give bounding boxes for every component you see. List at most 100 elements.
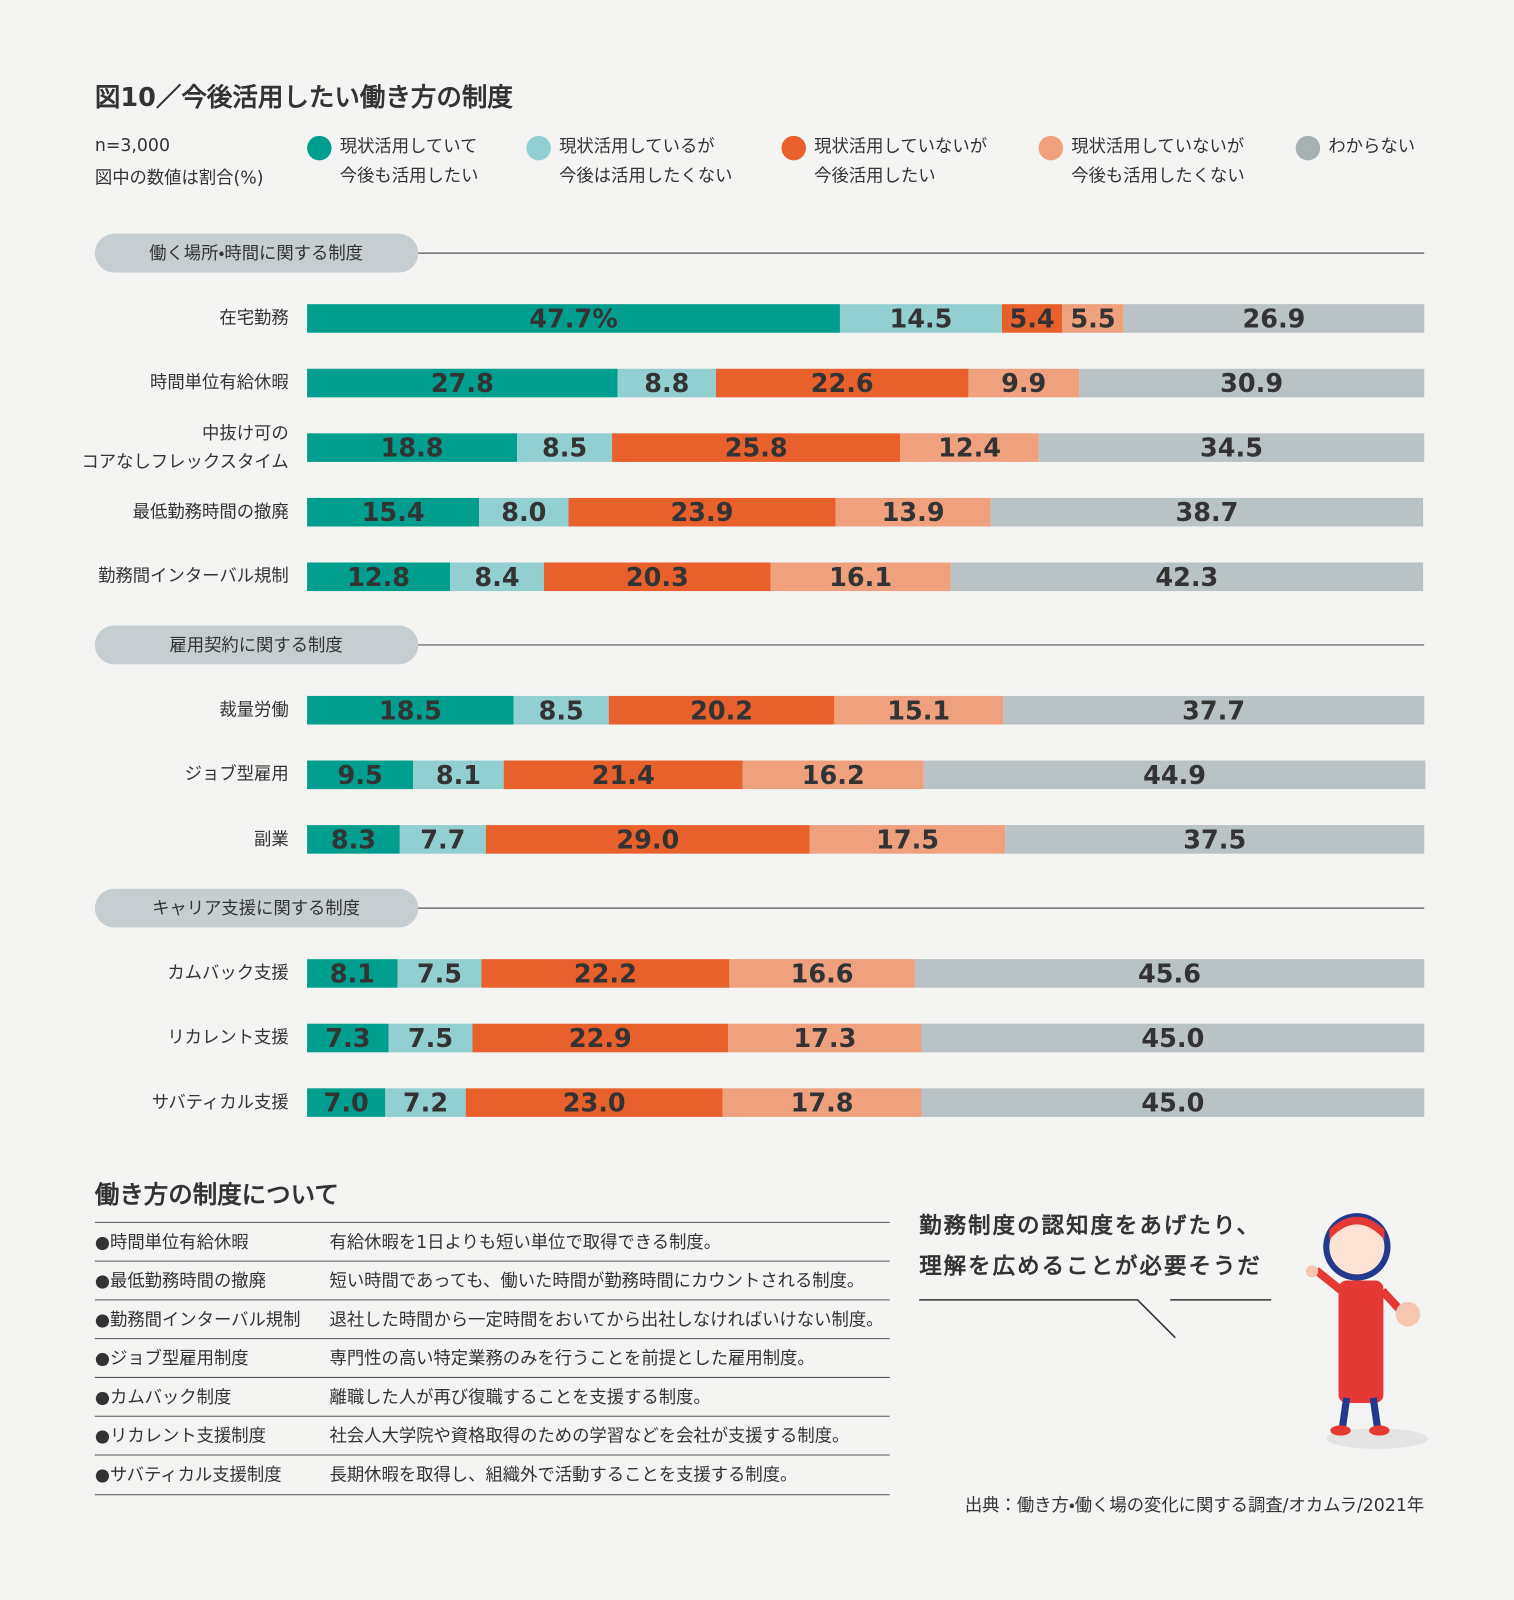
value-label: 37.7 bbox=[1182, 696, 1245, 726]
category-label: リカレント支援 bbox=[167, 1027, 289, 1049]
value-label: 8.1 bbox=[330, 959, 375, 989]
bar-segment bbox=[1003, 695, 1425, 725]
category-label: 副業 bbox=[254, 829, 289, 850]
bar-segment bbox=[307, 1088, 386, 1117]
category-label: 裁量労働 bbox=[219, 700, 289, 721]
speech-text: 理解を広めることが必要そうだ bbox=[919, 1253, 1262, 1280]
category-label-box: 最低勤務時間の撤廃 bbox=[132, 501, 289, 523]
category-label: カムバック支援 bbox=[167, 963, 289, 984]
value-label: 17.8 bbox=[791, 1089, 854, 1119]
section-title: 雇用契約に関する制度 bbox=[169, 636, 342, 656]
value-label: 8.4 bbox=[474, 563, 519, 593]
value-label: 17.3 bbox=[793, 1024, 856, 1054]
legend-label: 現状活用していて 今後も活用したい bbox=[339, 136, 479, 187]
bar-segment bbox=[503, 760, 743, 790]
value-label: 44.9 bbox=[1143, 761, 1206, 791]
bar-segment bbox=[950, 562, 1424, 592]
value-label: 23.0 bbox=[563, 1089, 626, 1119]
value-label: 37.5 bbox=[1183, 825, 1246, 855]
glossary-term: ●勤務間インターバル規制 bbox=[95, 1310, 301, 1330]
bar-segment bbox=[307, 433, 518, 462]
value-label: 18.5 bbox=[379, 696, 442, 726]
value-label: 45.6 bbox=[1138, 959, 1201, 989]
value-label: 8.0 bbox=[501, 498, 546, 528]
glossary-term: ●時間単位有給休暇 bbox=[95, 1233, 249, 1253]
category-label-box: 時間単位有給休暇 bbox=[149, 372, 289, 394]
value-label: 30.9 bbox=[1220, 369, 1283, 399]
bar-segment bbox=[472, 1023, 729, 1053]
value-label: 12.4 bbox=[938, 434, 1001, 464]
glossary-desc: 専門性の高い特定業務のみを行うことを前提とした雇用制度。 bbox=[330, 1349, 815, 1369]
bar-segment bbox=[968, 368, 1080, 398]
bar-segment bbox=[722, 1088, 922, 1117]
value-label: 15.1 bbox=[887, 696, 950, 726]
value-label: 8.1 bbox=[436, 761, 481, 791]
legend-swatch bbox=[1295, 135, 1321, 161]
value-label: 14.5 bbox=[889, 304, 952, 334]
legend-label: 現状活用していないが 今後も活用したくない bbox=[1071, 136, 1245, 187]
speech-tail bbox=[919, 1299, 1272, 1339]
bar-segment bbox=[921, 1088, 1425, 1117]
value-label: 7.0 bbox=[324, 1089, 369, 1119]
glossary-term: ●ジョブ型雇用制度 bbox=[95, 1348, 249, 1369]
category-label-box: 副業 bbox=[254, 829, 289, 850]
legend-label-box: 現状活用していないが 今後も活用したくない bbox=[1071, 136, 1245, 187]
unit-note: 図中の数値は割合(%) bbox=[95, 169, 264, 189]
bar-segment bbox=[728, 1023, 922, 1053]
bar-segment bbox=[1079, 368, 1425, 398]
value-label: 34.5 bbox=[1200, 434, 1263, 464]
bar-segment bbox=[1038, 433, 1425, 462]
bar-segment bbox=[307, 562, 451, 592]
glossary-desc: 離職した人が再び復職することを支援する制度。 bbox=[330, 1388, 711, 1408]
bar-segment bbox=[307, 497, 480, 527]
section-pill bbox=[94, 625, 419, 665]
category-label-box: ジョブ型雇用 bbox=[185, 765, 289, 785]
bar-segment bbox=[1005, 825, 1425, 854]
legend-swatch bbox=[526, 135, 551, 161]
glossary-term: ●リカレント支援制度 bbox=[95, 1427, 266, 1447]
legend-label: 現状活用しているが 今後は活用したくない bbox=[559, 136, 733, 187]
bar-segment bbox=[399, 825, 486, 854]
glossary-desc: 有給休暇を1日よりも短い単位で取得できる制度。 bbox=[330, 1233, 722, 1253]
character-illustration bbox=[1305, 1213, 1429, 1449]
legend-swatch bbox=[1038, 135, 1064, 161]
category-label-box: 裁量労働 bbox=[219, 700, 289, 721]
value-label: 22.9 bbox=[569, 1024, 632, 1054]
value-label: 23.9 bbox=[671, 498, 734, 528]
bar-segment bbox=[839, 304, 1002, 333]
value-label: 27.8 bbox=[431, 369, 494, 399]
value-label: 20.2 bbox=[690, 696, 753, 726]
bar-segment bbox=[612, 433, 901, 462]
bar-segment bbox=[1001, 304, 1063, 333]
value-label: 7.5 bbox=[417, 959, 462, 989]
value-label: 5.4 bbox=[1010, 304, 1055, 334]
value-label: 9.5 bbox=[338, 761, 383, 791]
value-label: 29.0 bbox=[616, 825, 679, 855]
bar-segment bbox=[517, 433, 613, 462]
category-label: 勤務間インターバル規制 bbox=[98, 566, 289, 587]
category-label: 時間単位有給休暇 bbox=[149, 372, 289, 394]
value-label: 45.0 bbox=[1141, 1024, 1204, 1054]
glossary-desc: 長期休暇を取得し、組織外で活動することを支援する制度。 bbox=[330, 1465, 798, 1485]
value-label: 22.2 bbox=[574, 959, 637, 989]
chart-title: 図10／今後活用したい働き方の制度 bbox=[95, 83, 513, 113]
bar-segment bbox=[397, 959, 482, 988]
category-label-box: 中抜け可の コアなしフレックスタイム bbox=[81, 423, 288, 472]
value-label: 7.5 bbox=[408, 1024, 453, 1054]
glossary-desc: 退社した時間から一定時間をおいてから出社しなければいけない制度。 bbox=[330, 1310, 884, 1330]
bar-segment bbox=[923, 760, 1426, 790]
glossary-desc: 社会人大学院や資格取得のための学習などを会社が支援する制度。 bbox=[330, 1427, 850, 1447]
bar-segment bbox=[513, 695, 609, 725]
value-label: 8.5 bbox=[539, 696, 584, 726]
bar-segment bbox=[307, 304, 840, 333]
bar-segment bbox=[307, 959, 398, 988]
legend-label: 現状活用していないが 今後活用したい bbox=[814, 136, 988, 187]
speech-text: 勤務制度の認知度をあげたり、 bbox=[919, 1212, 1261, 1239]
value-label: 18.8 bbox=[381, 434, 444, 464]
category-label: 最低勤務時間の撤廃 bbox=[132, 501, 289, 523]
bar-segment bbox=[770, 562, 951, 592]
value-label: 20.3 bbox=[626, 563, 689, 593]
legend-label-box: 現状活用していないが 今後活用したい bbox=[814, 136, 988, 187]
glossary-desc: 短い時間であっても、働いた時間が勤務時間にカウントされる制度。 bbox=[330, 1272, 865, 1292]
